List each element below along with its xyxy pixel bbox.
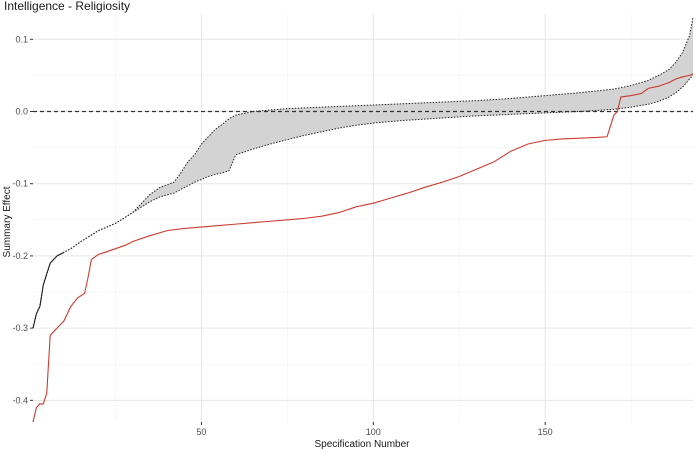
x-tick-label: 150: [538, 427, 553, 437]
red-series-line: [32, 73, 694, 423]
plot-panel: [33, 14, 693, 422]
y-tick-label: -0.4: [12, 395, 28, 405]
x-axis-title: Specification Number: [314, 439, 410, 450]
y-tick-label: -0.2: [12, 251, 28, 261]
y-tick-label: -0.1: [12, 179, 28, 189]
y-tick-label: 0.1: [15, 34, 28, 44]
y-axis-title: Summary Effect: [2, 186, 13, 257]
lower-bound-line: [32, 75, 694, 329]
axes: -0.4 -0.3 -0.2 -0.1 0.0 0.1 50 100 150: [12, 34, 552, 437]
x-tick-label: 50: [196, 427, 206, 437]
y-tick-label: 0.0: [15, 106, 28, 116]
plot-area: [32, 14, 694, 423]
upper-bound-line: [32, 17, 694, 329]
x-tick-label: 100: [366, 427, 381, 437]
summary-effect-line: [32, 251, 65, 329]
y-tick-label: -0.3: [12, 323, 28, 333]
chart-title: Intelligence - Religiosity: [4, 0, 130, 13]
